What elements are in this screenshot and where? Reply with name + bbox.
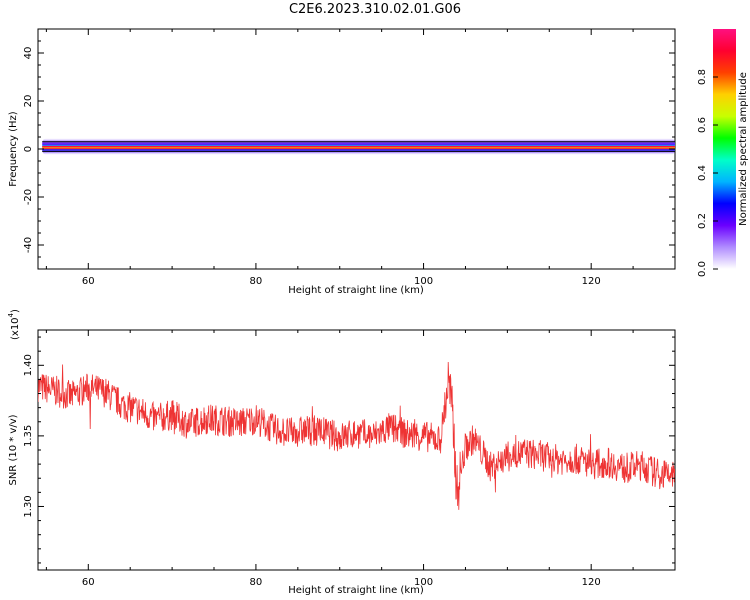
spectrogram-x-ticks: 60 80 100 120 [45, 29, 676, 287]
x-tick-label: 120 [582, 577, 601, 588]
colorbar-tick-label: 0.0 [697, 261, 708, 277]
colorbar-tick-label: 0.4 [697, 165, 708, 181]
snr-panel: 60 80 100 120 1.30 1.35 1.40 Height of straig… [7, 309, 676, 596]
spectrogram-y-ticks: -40 -20 0 20 40 [23, 28, 675, 270]
spectrogram-y-label: Frequency (Hz) [8, 111, 19, 187]
x-tick-label: 120 [582, 276, 601, 287]
y-tick-label: 1.40 [23, 354, 34, 376]
snr-y-ticks: 1.30 1.35 1.40 [23, 336, 675, 564]
y-tick-label: 20 [23, 95, 34, 108]
spectrogram-x-label: Height of straight line (km) [288, 285, 424, 296]
colorbar-label: Normalized spectral amplitude [738, 72, 749, 226]
snr-x-ticks: 60 80 100 120 [45, 330, 676, 588]
snr-y-label: SNR (10 * v/v) [8, 414, 19, 485]
y-tick-label: -40 [23, 237, 34, 253]
spectrogram-band [42, 137, 675, 156]
colorbar-tick-label: 0.2 [697, 213, 708, 229]
y-tick-label: 1.30 [23, 495, 34, 517]
x-tick-label: 100 [414, 577, 433, 588]
y-tick-label: -20 [23, 189, 34, 205]
x-tick-label: 80 [250, 577, 263, 588]
snr-series-line [38, 361, 675, 510]
colorbar-ticks: 0.0 0.2 0.4 0.6 0.8 [697, 69, 718, 277]
figure-title: C2E6.2023.310.02.01.G06 [288, 2, 462, 17]
snr-frame [37, 329, 676, 571]
snr-scale-label: (x104) [7, 309, 21, 340]
colorbar-bar [713, 29, 736, 269]
colorbar-tick-label: 0.8 [697, 69, 708, 85]
x-tick-label: 80 [250, 276, 263, 287]
colorbar: 0.0 0.2 0.4 0.6 0.8 Normalized spectral ampl… [697, 29, 749, 277]
svg-text:(x104): (x104) [7, 309, 21, 340]
x-tick-label: 60 [82, 577, 95, 588]
snr-scale-base: (x10 [10, 317, 21, 340]
x-tick-label: 100 [414, 276, 433, 287]
snr-scale-end: ) [10, 309, 21, 313]
y-tick-label: 0 [23, 146, 34, 152]
snr-x-label: Height of straight line (km) [288, 585, 424, 596]
spectrogram-panel: 60 80 100 120 -40 -20 0 20 40 Height of straigh… [8, 28, 676, 296]
snr-trace [38, 361, 675, 510]
snr-scale-exp: 4 [7, 312, 15, 317]
colorbar-tick-label: 0.6 [697, 117, 708, 133]
x-tick-label: 60 [82, 276, 95, 287]
y-tick-label: 40 [23, 47, 34, 60]
y-tick-label: 1.35 [23, 425, 34, 447]
